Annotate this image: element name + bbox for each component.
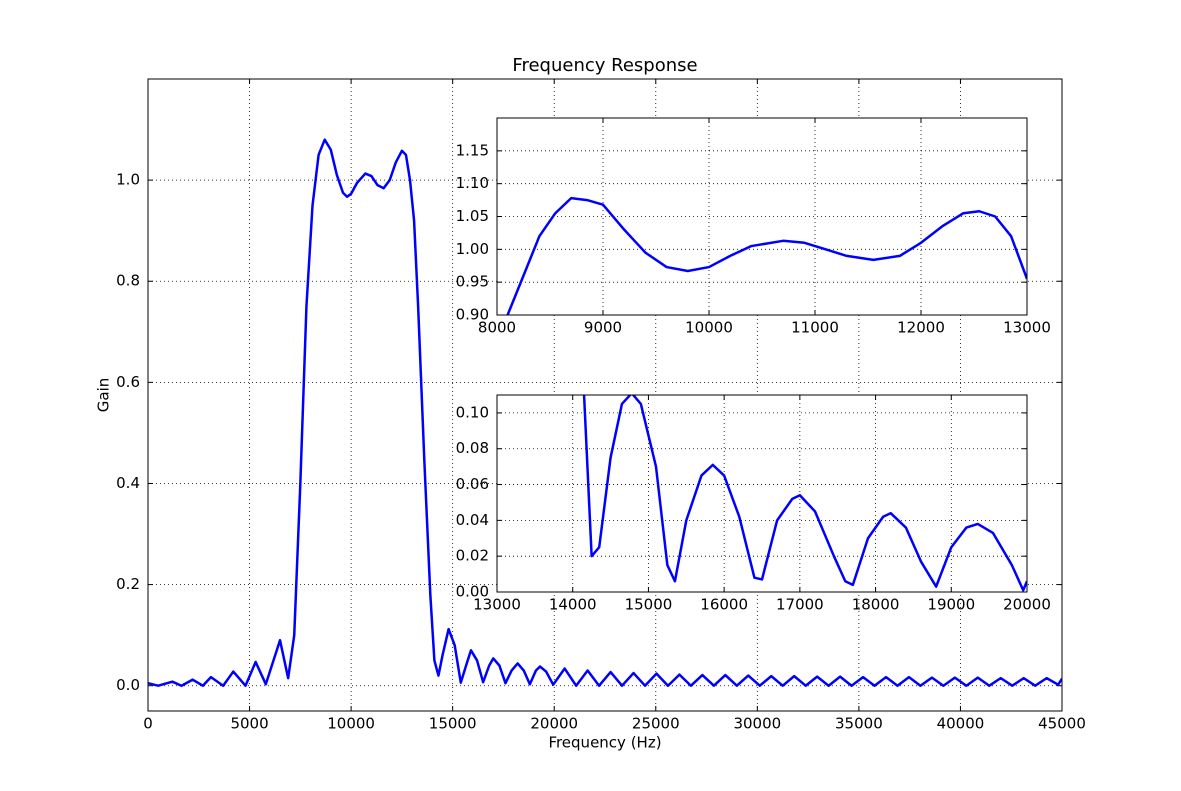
y-tick-label: 0.10	[456, 403, 489, 421]
x-axis-label: Frequency (Hz)	[548, 734, 661, 752]
y-tick-label: 0.90	[456, 306, 489, 324]
x-tick-label: 10000	[327, 715, 375, 733]
axes-border	[147, 78, 1063, 712]
data-line	[148, 138, 1062, 687]
x-tick-label: 30000	[733, 715, 781, 733]
y-tick-label: 1.0	[116, 171, 140, 189]
y-tick-label: 0.95	[456, 273, 489, 291]
y-tick-label: 0.06	[456, 475, 489, 493]
y-tick-label: 0.02	[456, 547, 489, 565]
y-tick-label: 0.6	[116, 373, 140, 391]
x-tick-label: 13000	[473, 596, 521, 614]
x-tick-label: 20000	[1003, 596, 1051, 614]
axes-border	[496, 117, 1028, 316]
y-tick-label: 0.0	[116, 676, 140, 694]
x-tick-label: 10000	[685, 319, 733, 337]
inset-axes: 8000 9000 10000 11000 12000 13000 0.90 0.95 1.00…	[456, 117, 1051, 337]
x-tick-label: 45000	[1038, 715, 1086, 733]
axes-border	[496, 394, 1028, 593]
x-tick-label: 20000	[530, 715, 578, 733]
x-tick-label: 40000	[937, 715, 985, 733]
y-tick-label: 0.8	[116, 272, 140, 290]
plot-area	[496, 394, 1028, 593]
y-axis-label: Gain	[95, 378, 113, 413]
chart-title: Frequency Response	[512, 55, 697, 76]
x-tick-label: 0	[143, 715, 153, 733]
x-tick-label: 18000	[852, 596, 900, 614]
x-tick-label: 9000	[584, 319, 622, 337]
x-tick-label: 12000	[897, 319, 945, 337]
x-tick-label: 11000	[791, 319, 839, 337]
x-tick-label: 17000	[776, 596, 824, 614]
x-tick-label: 19000	[927, 596, 975, 614]
y-tick-label: 0.4	[116, 474, 140, 492]
y-tick-label: 0.2	[116, 575, 140, 593]
data-line	[582, 395, 1027, 592]
y-tick-label: 1.05	[456, 207, 489, 225]
y-tick-label: 0.08	[456, 439, 489, 457]
inset-axes: 13000 14000 15000 16000 17000 18000 19000 20000…	[456, 394, 1051, 614]
x-tick-label: 25000	[632, 715, 680, 733]
x-tick-label: 13000	[1003, 319, 1051, 337]
y-tick-label: 1.00	[456, 240, 489, 258]
x-tick-label: 14000	[549, 596, 597, 614]
x-tick-label: 35000	[835, 715, 883, 733]
x-tick-label: 8000	[478, 319, 516, 337]
x-tick-label: 16000	[700, 596, 748, 614]
x-tick-label: 15000	[429, 715, 477, 733]
x-tick-label: 15000	[625, 596, 673, 614]
x-tick-label: 5000	[230, 715, 268, 733]
y-tick-label: 1.15	[456, 141, 489, 159]
data-line	[506, 196, 1027, 315]
y-tick-label: 0.00	[456, 583, 489, 601]
y-tick-label: 0.04	[456, 511, 489, 529]
y-tick-label: 1.10	[456, 174, 489, 192]
